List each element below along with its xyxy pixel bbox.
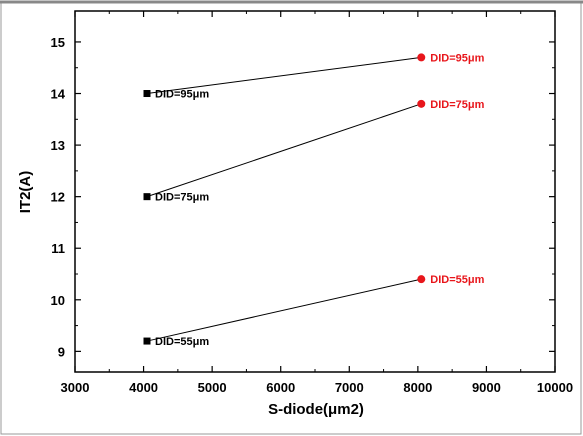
x-tick-label: 7000 bbox=[335, 380, 364, 395]
y-tick-label: 9 bbox=[58, 344, 65, 359]
y-axis-label: IT2(A) bbox=[17, 171, 34, 214]
x-tick-label: 9000 bbox=[472, 380, 501, 395]
connector-line bbox=[146, 278, 422, 342]
axis-ticks: 3000 4000 5000 6000 7000 8000 9000 10000 9 10 11 12… bbox=[51, 11, 573, 395]
x-tick-label: 4000 bbox=[129, 380, 158, 395]
end-point-marker bbox=[417, 99, 426, 108]
start-point-marker bbox=[143, 193, 151, 201]
y-tick-label: 12 bbox=[51, 190, 65, 205]
y-tick-label: 11 bbox=[51, 241, 65, 256]
x-tick-label: 5000 bbox=[198, 380, 227, 395]
start-point-label: DID=95μm bbox=[155, 89, 209, 101]
y-tick-label: 14 bbox=[51, 87, 66, 102]
x-tick-label: 10000 bbox=[537, 380, 573, 395]
end-point-label: DID=75μm bbox=[430, 99, 484, 111]
x-tick-label: 3000 bbox=[61, 380, 90, 395]
x-tick-label: 8000 bbox=[403, 380, 432, 395]
connector-line bbox=[146, 103, 422, 198]
x-axis-label: S-diode(μm2) bbox=[268, 401, 364, 418]
start-point-marker bbox=[143, 90, 151, 98]
end-point-marker bbox=[417, 275, 426, 284]
end-point-label: DID=55μm bbox=[430, 274, 484, 286]
y-tick-label: 13 bbox=[51, 138, 65, 153]
start-point-label: DID=55μm bbox=[155, 336, 209, 348]
start-point-marker bbox=[143, 337, 151, 345]
end-point-marker bbox=[417, 53, 426, 62]
y-tick-label: 10 bbox=[51, 293, 65, 308]
series-layer: DID=95μm DID=95μm DID=75μm DID=75μm DID=55μm… bbox=[143, 52, 485, 348]
start-point-label: DID=75μm bbox=[155, 192, 209, 204]
y-tick-label: 15 bbox=[51, 35, 65, 50]
x-tick-label: 6000 bbox=[266, 380, 295, 395]
end-point-label: DID=95μm bbox=[430, 52, 484, 64]
connector-line bbox=[146, 56, 422, 95]
plot-area bbox=[74, 10, 556, 373]
